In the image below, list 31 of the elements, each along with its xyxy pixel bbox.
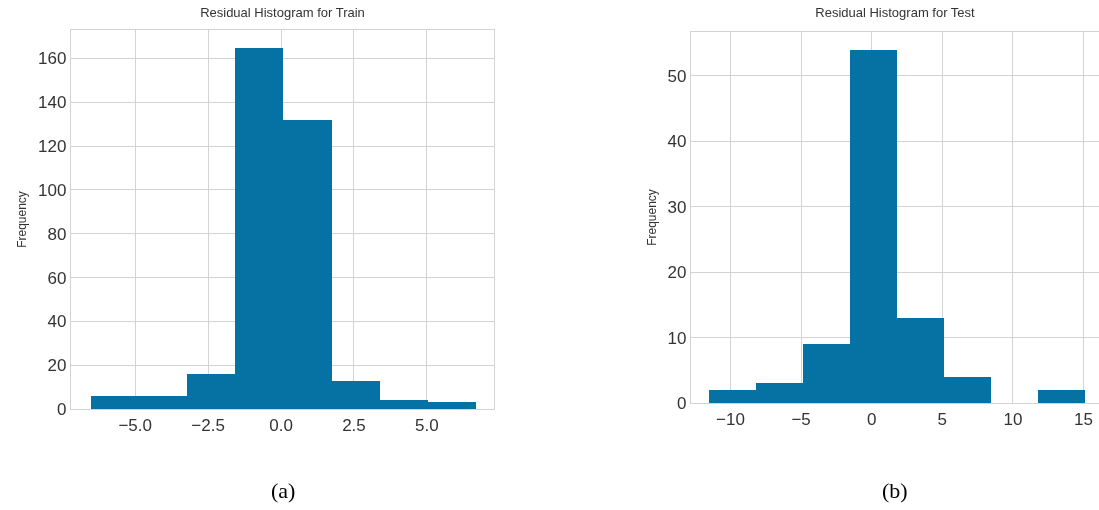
y-tick-label: 20 xyxy=(667,263,687,283)
y-axis-title: Frequency xyxy=(15,191,30,248)
x-tick-label: 2.5 xyxy=(342,415,366,435)
y-tick-label: 0 xyxy=(676,393,687,413)
y-tick-label: 120 xyxy=(38,137,67,157)
y-tick-label: 40 xyxy=(667,132,687,152)
y-tick-label: 50 xyxy=(667,66,687,86)
x-tick-label: 0.0 xyxy=(269,415,293,435)
x-tick-label: 0 xyxy=(866,409,877,429)
x-tick-label: 5.0 xyxy=(415,415,439,435)
y-tick-label: 40 xyxy=(47,312,67,332)
x-tick-label: 5 xyxy=(937,409,948,429)
x-tick-label: −5 xyxy=(791,409,811,429)
x-tick-label: −5.0 xyxy=(118,415,152,435)
y-tick-label: 140 xyxy=(38,93,67,113)
text: (b) xyxy=(882,478,908,503)
chart-title: Residual Histogram for Test xyxy=(815,5,976,21)
y-tick-label: 100 xyxy=(38,180,67,200)
x-tick-label: 15 xyxy=(1074,409,1093,429)
text: (a) xyxy=(271,478,296,503)
x-tick-label: −10 xyxy=(716,409,745,429)
y-axis-title: Frequency xyxy=(644,189,659,246)
y-tick-label: 10 xyxy=(667,328,687,348)
x-tick-label: 10 xyxy=(1003,409,1023,429)
y-tick-label: 30 xyxy=(667,197,687,217)
y-tick-label: 160 xyxy=(38,49,67,69)
chart-title: Residual Histogram for Train xyxy=(200,5,365,21)
y-tick-label: 20 xyxy=(47,356,67,376)
y-tick-label: 60 xyxy=(47,268,67,288)
y-tick-label: 80 xyxy=(47,224,67,244)
x-tick-label: −2.5 xyxy=(191,415,225,435)
